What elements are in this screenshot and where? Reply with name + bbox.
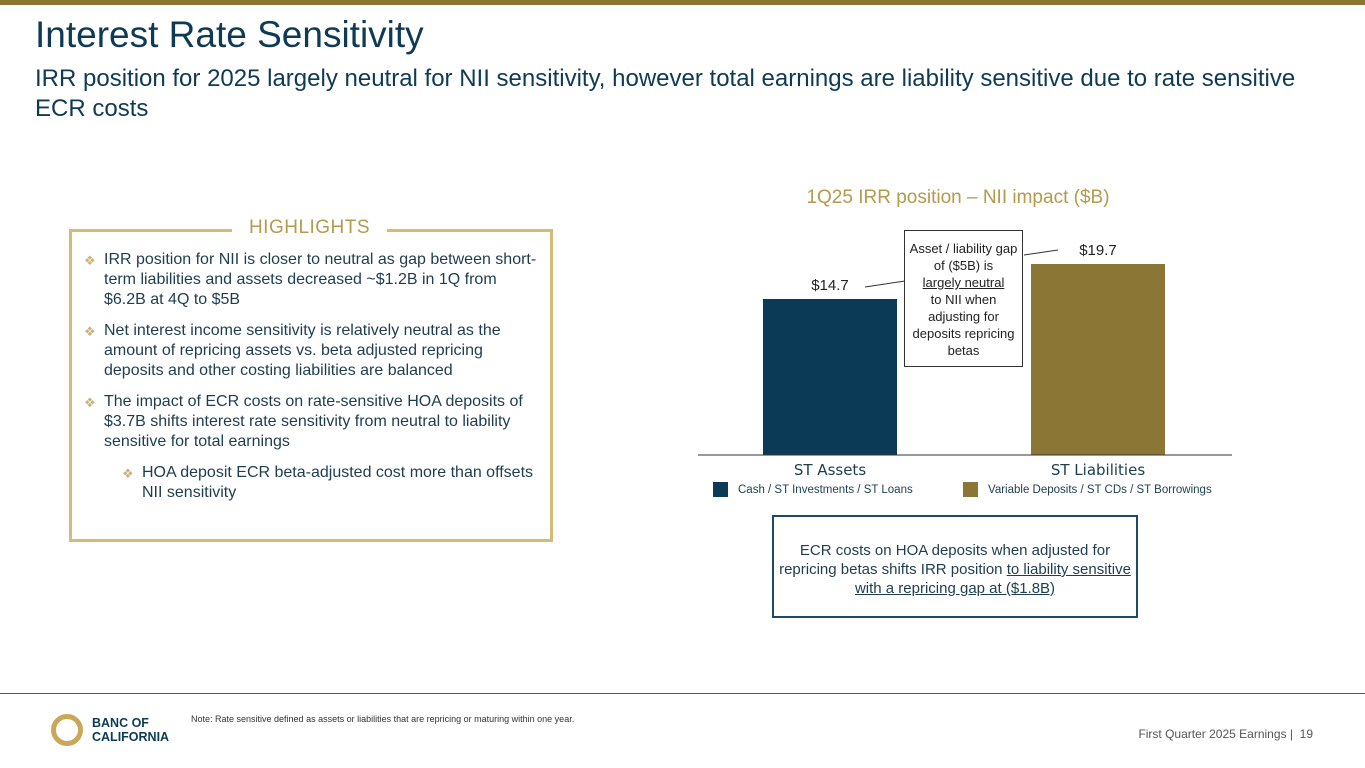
bar-st-liabilities: [1031, 264, 1165, 455]
footer-divider: [0, 693, 1365, 694]
highlights-label: HIGHLIGHTS: [232, 217, 387, 239]
diamond-bullet-icon: ❖: [122, 466, 134, 481]
legend-item-liabilities: Variable Deposits / ST CDs / ST Borrowin…: [963, 482, 1212, 497]
x-tick-label: ST Assets: [794, 461, 866, 479]
highlights-list: ❖ IRR position for NII is closer to neutr…: [84, 250, 539, 514]
bar-st-assets: [763, 298, 897, 455]
x-tick-label: ST Liabilities: [1051, 461, 1145, 479]
diamond-bullet-icon: ❖: [84, 395, 96, 410]
page-subtitle: IRR position for 2025 largely neutral fo…: [35, 65, 1296, 122]
gap-callout: Asset / liability gap of ($5B) is largel…: [904, 230, 1023, 367]
diamond-bullet-icon: ❖: [84, 324, 96, 339]
footer-label: First Quarter 2025 Earnings | 19: [1138, 727, 1313, 741]
callout-leader-line: [1023, 249, 1059, 256]
data-label: $19.7: [1079, 242, 1117, 259]
ecr-callout-box: ECR costs on HOA deposits when adjusted …: [772, 515, 1138, 618]
list-item: ❖ IRR position for NII is closer to neutr…: [84, 251, 537, 308]
banc-of-california-logo-icon: [51, 714, 83, 746]
diamond-bullet-icon: ❖: [84, 253, 96, 268]
callout-leader-line: [864, 280, 906, 288]
legend-swatch: [963, 482, 978, 497]
page-number: 19: [1299, 727, 1313, 741]
data-label: $14.7: [811, 277, 849, 294]
list-item: ❖ The impact of ECR costs on rate-sensiti…: [84, 393, 523, 450]
legend-item-assets: Cash / ST Investments / ST Loans: [713, 482, 913, 497]
list-item: ❖ Net interest income sensitivity is rela…: [84, 322, 501, 379]
page-title: Interest Rate Sensitivity: [35, 14, 424, 55]
top-accent-bar: [0, 0, 1365, 5]
footnote: Note: Rate sensitive defined as assets o…: [191, 714, 575, 724]
chart-title: 1Q25 IRR position – NII impact ($B): [806, 187, 1110, 208]
bar-chart: $14.7 ST Assets $19.7 ST Liabilities: [698, 242, 1232, 479]
legend-swatch: [713, 482, 728, 497]
logo-text: BANC OF CALIFORNIA: [92, 716, 170, 744]
sub-list-item: ❖ HOA deposit ECR beta-adjusted cost more…: [122, 464, 534, 501]
